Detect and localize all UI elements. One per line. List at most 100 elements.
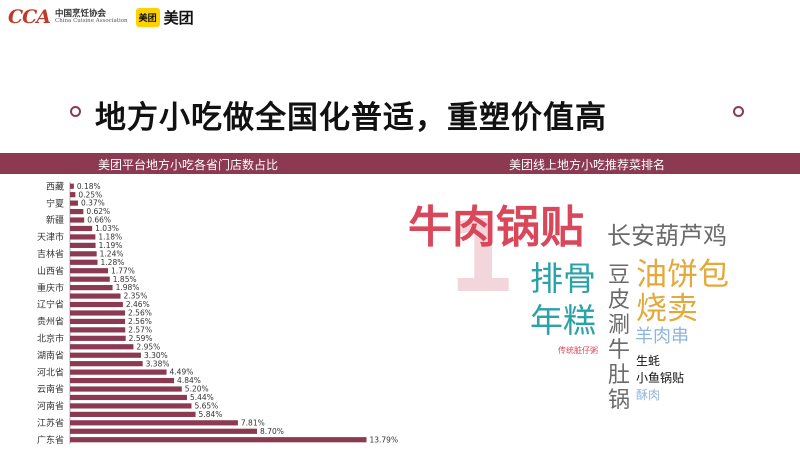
province-bar-chart: 0.18% 西藏 0.25%0.37% 宁夏 0.62%0.66% 新疆 1.03%1.18… (37, 180, 398, 446)
bar (70, 361, 143, 367)
rank-number: 1 (446, 198, 516, 315)
bar (70, 428, 258, 434)
bar-data-label: 0.66% (87, 216, 111, 225)
bar-data-label: 8.70% (260, 427, 284, 436)
dish-word-cloud: 1 牛肉锅贴 长安葫芦鸡 排骨 年糕 油饼包 烧卖 豆皮涮牛肚锅 羊肉串 传统脏… (400, 176, 800, 450)
bar-data-label: 2.57% (128, 325, 152, 334)
bar-data-label: 0.37% (81, 199, 105, 208)
bar (70, 352, 141, 358)
bar-data-label: 1.24% (100, 249, 124, 258)
section-header-band: 美团平台地方小吃各省门店数占比 美团线上地方小吃推荐菜排名 (0, 153, 800, 174)
bar-data-label: 1.03% (95, 224, 119, 233)
bar-data-label: 5.20% (185, 385, 209, 394)
bar-data-label: 2.95% (136, 342, 160, 351)
category-tick-label: 重庆市 (37, 282, 64, 294)
bar (70, 225, 93, 232)
category-tick-label: 贵州省 (37, 316, 64, 328)
category-tick-label: 宁夏 (46, 197, 64, 209)
word-doupi-shuan-niudu-guo: 豆皮涮牛肚锅 (608, 263, 631, 414)
bar (70, 285, 113, 291)
word-changan-hulu-ji: 长安葫芦鸡 (607, 222, 727, 250)
bar (70, 301, 123, 308)
category-tick-label: 江苏省 (37, 417, 64, 429)
cca-logo: CCA (8, 6, 51, 28)
org-name-en: China Cuisine Association (55, 18, 128, 24)
category-tick-label: 广东省 (37, 434, 64, 446)
word-youbing-bao: 油饼包 (636, 257, 729, 293)
bar (70, 344, 134, 350)
org-name: 中国烹饪协会 China Cuisine Association (55, 8, 128, 25)
bar-data-label: 5.84% (199, 410, 223, 419)
bar (70, 403, 192, 409)
category-tick-label: 河北省 (37, 366, 64, 378)
word-niangao: 年糕 (530, 301, 596, 340)
word-niurou-guotie: 牛肉锅贴 (408, 202, 584, 253)
bar (70, 251, 97, 257)
page-title: 地方小吃做全国化普适，重塑价值高 (95, 100, 607, 136)
category-tick-label: 云南省 (37, 383, 64, 395)
logo-bar: CCA 中国烹饪协会 China Cuisine Association 美团 … (8, 6, 194, 28)
bar (70, 310, 126, 316)
category-tick-label: 天津市 (37, 231, 64, 243)
bar-data-label: 2.56% (128, 309, 152, 318)
left-bullet-icon (70, 106, 81, 117)
category-tick-label: 湖南省 (37, 349, 64, 361)
bar-data-label: 1.28% (101, 258, 125, 267)
word-cloud-title: 美团线上地方小吃推荐菜排名 (509, 158, 666, 172)
headline-row: 地方小吃做全国化普适，重塑价值高 (0, 88, 800, 136)
right-bullet-icon (733, 106, 744, 117)
bar-data-label: 1.98% (116, 283, 140, 292)
bar (70, 208, 84, 215)
category-tick-label: 新疆 (46, 214, 64, 226)
bar-data-label: 4.49% (170, 368, 194, 377)
bar (70, 318, 126, 325)
word-shenghao: 生蚝 (636, 354, 661, 368)
category-tick-label: 北京市 (37, 333, 64, 345)
bar-data-label: 4.84% (177, 376, 201, 385)
bar-chart-title: 美团平台地方小吃各省门店数占比 (98, 158, 279, 172)
bar-data-label: 2.59% (129, 334, 153, 343)
bar (70, 394, 187, 401)
word-chuantong-zangzai-zhou: 传统脏仔粥 (558, 346, 598, 355)
category-tick-label: 西藏 (46, 180, 64, 192)
bar-data-label: 2.35% (124, 292, 148, 301)
bar (70, 183, 74, 189)
bar-data-label: 1.18% (98, 233, 122, 242)
bar-data-label: 1.19% (99, 241, 123, 250)
bar (70, 242, 96, 248)
bar-data-label: 3.38% (146, 359, 170, 368)
meituan-logo-badge: 美团 (135, 7, 160, 27)
bar (70, 369, 167, 375)
bar (70, 200, 78, 206)
word-shaomai: 烧卖 (636, 291, 698, 327)
bar-data-label: 7.81% (241, 418, 265, 427)
word-yangrou-chuan: 羊肉串 (635, 326, 689, 347)
bar (70, 276, 110, 282)
bar (70, 217, 85, 223)
bar (70, 234, 96, 240)
word-surou: 酥肉 (636, 388, 661, 402)
bar (70, 293, 121, 299)
bar (70, 377, 175, 384)
bar-data-label: 2.56% (128, 317, 152, 326)
bar (70, 386, 182, 392)
category-tick-label: 河南省 (37, 400, 64, 412)
bar (70, 192, 76, 198)
bar (70, 437, 367, 443)
word-paigu: 排骨 (530, 259, 596, 298)
bar (70, 335, 126, 341)
org-name-cn: 中国烹饪协会 (55, 8, 107, 19)
bar (70, 268, 109, 274)
bar (70, 259, 98, 265)
bar-data-label: 0.18% (77, 182, 101, 191)
bar-data-label: 1.77% (111, 266, 135, 275)
bar-data-label: 5.44% (190, 393, 214, 402)
word-xiaoyu-guotie: 小鱼锅贴 (636, 371, 685, 385)
category-tick-label: 吉林省 (37, 248, 64, 260)
bar-data-label: 13.79% (369, 435, 398, 444)
bar-data-label: 0.25% (78, 190, 102, 199)
bar-data-label: 5.65% (194, 402, 218, 411)
bar (70, 411, 196, 417)
bar-data-label: 3.30% (144, 351, 168, 360)
bar-data-label: 0.62% (86, 207, 110, 216)
